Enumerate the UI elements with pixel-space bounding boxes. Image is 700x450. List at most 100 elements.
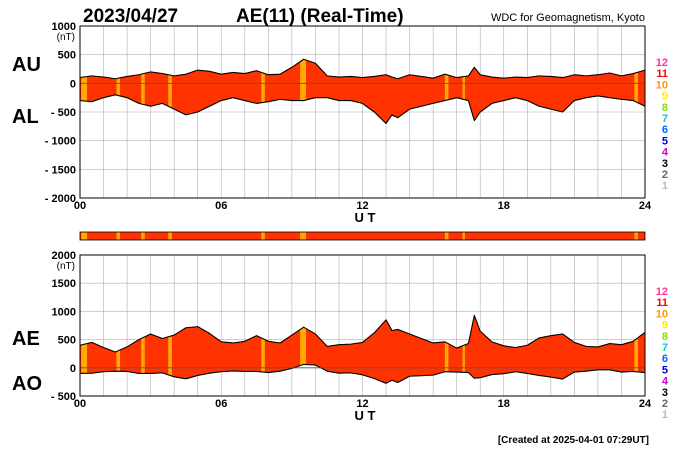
station-count-legend-item: 4 xyxy=(662,147,669,159)
gap-band xyxy=(81,59,88,124)
gap-band xyxy=(141,315,145,384)
x-tick-label: 12 xyxy=(356,200,368,212)
strip-background xyxy=(79,231,646,241)
x-axis-label-bottom: U T xyxy=(355,408,376,423)
x-tick-label: 06 xyxy=(215,200,227,212)
strip-gap-segment xyxy=(168,232,172,240)
y-tick-label: 1500 xyxy=(52,278,76,290)
station-count-legend-item: 10 xyxy=(656,308,668,320)
gap-band xyxy=(444,59,449,124)
x-axis-label-top: U T xyxy=(355,210,376,225)
station-count-legend-item: 5 xyxy=(662,364,668,376)
strip-gap-segment xyxy=(462,232,465,240)
series-label-au: AU xyxy=(12,54,41,76)
gap-band xyxy=(141,59,145,124)
station-count-legend-item: 11 xyxy=(656,297,668,309)
series-label-al: AL xyxy=(12,106,39,128)
index-title: AE(11) (Real-Time) xyxy=(236,6,404,27)
station-count-legend-item: 2 xyxy=(662,398,668,410)
station-count-legend-item: 1 xyxy=(662,180,668,192)
strip-gap-segment xyxy=(81,232,88,240)
gap-band xyxy=(116,59,121,124)
date-title: 2023/04/27 xyxy=(83,6,178,27)
station-count-legend-item: 8 xyxy=(662,331,668,343)
y-tick-label: - 1000 xyxy=(45,136,76,148)
strip-gap-segment xyxy=(634,232,638,240)
station-count-legend-item: 5 xyxy=(662,135,668,147)
series-line-au xyxy=(79,58,646,80)
plot-frame xyxy=(79,25,646,199)
plot-frame xyxy=(79,254,646,397)
gap-band xyxy=(261,315,265,384)
series-line-al xyxy=(79,94,646,125)
y-tick-label: - 500 xyxy=(51,391,76,403)
y-tick-label: 2000 xyxy=(52,250,76,262)
gap-band xyxy=(168,59,172,124)
station-count-legend-item: 8 xyxy=(662,102,668,114)
x-tick-label: 24 xyxy=(639,398,652,410)
x-tick-label: 12 xyxy=(356,398,368,410)
series-fill-area xyxy=(80,315,645,384)
station-count-legend-item: 4 xyxy=(662,376,669,388)
unit-label-top: (nT) xyxy=(57,32,75,43)
x-tick-label: 18 xyxy=(498,200,510,212)
series-line-ae xyxy=(79,314,646,353)
gap-band xyxy=(634,315,638,384)
station-count-legend-item: 12 xyxy=(656,57,668,69)
station-count-legend-item: 10 xyxy=(656,79,668,91)
y-tick-label: 500 xyxy=(58,50,76,62)
strip-gap-segment xyxy=(116,232,121,240)
gap-band xyxy=(81,315,88,384)
gap-band xyxy=(300,315,306,384)
y-tick-label: 1000 xyxy=(52,21,76,33)
strip-gap-segment xyxy=(141,232,145,240)
y-tick-label: 0 xyxy=(70,363,76,375)
y-tick-label: 500 xyxy=(58,335,76,347)
station-count-legend-item: 7 xyxy=(662,342,668,354)
strip-gap-segment xyxy=(300,232,306,240)
series-label-ao: AO xyxy=(12,373,42,395)
availability-strip xyxy=(79,231,646,241)
y-tick-label: 0 xyxy=(70,78,76,90)
gap-band-group xyxy=(81,59,638,124)
strip-gap-segment xyxy=(261,232,265,240)
source-label: WDC for Geomagnetism, Kyoto xyxy=(491,12,645,24)
station-count-legend-item: 2 xyxy=(662,169,668,181)
gap-band xyxy=(261,59,265,124)
unit-label-bottom: (nT) xyxy=(57,261,75,272)
station-count-legend-item: 11 xyxy=(656,68,668,80)
station-count-legend-item: 6 xyxy=(662,124,668,136)
x-tick-label: 06 xyxy=(215,398,227,410)
series-line-ao xyxy=(79,363,646,384)
y-tick-label: - 1500 xyxy=(45,164,76,176)
x-tick-label: 24 xyxy=(639,200,652,212)
station-count-legend-item: 12 xyxy=(656,286,668,298)
station-count-legend-item: 9 xyxy=(662,320,668,332)
station-count-legend-item: 1 xyxy=(662,409,668,421)
x-tick-label: 00 xyxy=(74,200,86,212)
series-fill-area xyxy=(80,59,645,124)
gap-band xyxy=(462,315,465,384)
x-tick-label: 18 xyxy=(498,398,510,410)
gap-band xyxy=(634,59,638,124)
created-timestamp: [Created at 2025-04-01 07:29UT] xyxy=(498,435,649,446)
station-count-legend-item: 9 xyxy=(662,91,668,103)
station-count-legend-item: 3 xyxy=(662,158,668,170)
gap-band xyxy=(168,315,172,384)
y-tick-label: - 500 xyxy=(51,107,76,119)
station-count-legend-item: 6 xyxy=(662,353,668,365)
gap-band xyxy=(444,315,449,384)
y-tick-label: - 2000 xyxy=(45,193,76,205)
x-tick-label: 00 xyxy=(74,398,86,410)
station-count-legend-item: 3 xyxy=(662,387,668,399)
station-count-legend-item: 7 xyxy=(662,113,668,125)
strip-gap-segment xyxy=(444,232,449,240)
y-tick-label: 1000 xyxy=(52,306,76,318)
gap-band xyxy=(300,59,306,124)
series-label-ae: AE xyxy=(12,328,40,350)
gap-band xyxy=(462,59,465,124)
